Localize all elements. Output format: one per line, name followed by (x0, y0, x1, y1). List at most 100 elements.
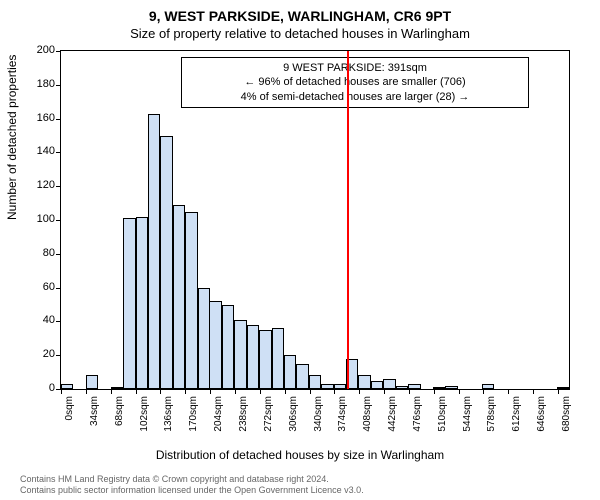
xtick-mark (334, 389, 335, 394)
histogram-bar (136, 217, 148, 389)
histogram-bar (408, 384, 420, 389)
xtick-mark (558, 389, 559, 394)
xtick-mark (384, 389, 385, 394)
xtick-mark (86, 389, 87, 394)
ytick-label: 20 (15, 348, 55, 360)
ytick-mark (56, 186, 61, 187)
xtick-label: 442sqm (387, 396, 398, 432)
xtick-mark (434, 389, 435, 394)
histogram-bar (86, 375, 98, 389)
xtick-mark (483, 389, 484, 394)
histogram-bar (61, 384, 73, 389)
xtick-mark (310, 389, 311, 394)
attribution-line-2: Contains public sector information licen… (20, 485, 364, 496)
info-line-3: 4% of semi-detached houses are larger (2… (188, 90, 522, 104)
ytick-label: 40 (15, 314, 55, 326)
xtick-label: 578sqm (486, 396, 497, 432)
xtick-mark (359, 389, 360, 394)
histogram-bar (148, 114, 160, 389)
xtick-label: 102sqm (139, 396, 150, 432)
xtick-label: 238sqm (238, 396, 249, 432)
histogram-bar (482, 384, 494, 389)
histogram-bar (173, 205, 185, 389)
ytick-label: 100 (15, 213, 55, 225)
xtick-mark (533, 389, 534, 394)
chart-container: 9, WEST PARKSIDE, WARLINGHAM, CR6 9PT Si… (0, 0, 600, 500)
xtick-mark (409, 389, 410, 394)
ytick-label: 80 (15, 247, 55, 259)
histogram-bar (321, 384, 333, 389)
marker-line (347, 51, 349, 389)
chart-subtitle: Size of property relative to detached ho… (0, 24, 600, 45)
histogram-bar (259, 330, 271, 389)
histogram-bar (371, 381, 383, 389)
plot-area: 9 WEST PARKSIDE: 391sqm ← 96% of detache… (60, 50, 570, 390)
ytick-label: 180 (15, 78, 55, 90)
xtick-mark (111, 389, 112, 394)
x-axis-label: Distribution of detached houses by size … (0, 448, 600, 462)
xtick-mark (508, 389, 509, 394)
xtick-label: 68sqm (114, 396, 125, 426)
chart-title-address: 9, WEST PARKSIDE, WARLINGHAM, CR6 9PT (0, 0, 600, 24)
ytick-mark (56, 254, 61, 255)
xtick-mark (185, 389, 186, 394)
xtick-mark (459, 389, 460, 394)
xtick-label: 34sqm (89, 396, 100, 426)
xtick-mark (136, 389, 137, 394)
histogram-bar (123, 218, 135, 389)
ytick-label: 140 (15, 145, 55, 157)
ytick-mark (56, 119, 61, 120)
xtick-label: 544sqm (462, 396, 473, 432)
xtick-label: 170sqm (188, 396, 199, 432)
xtick-label: 476sqm (412, 396, 423, 432)
xtick-label: 680sqm (561, 396, 572, 432)
histogram-bar (222, 305, 234, 390)
histogram-bar (383, 379, 395, 389)
histogram-bar (334, 384, 346, 389)
histogram-bar (247, 325, 259, 389)
ytick-label: 0 (15, 382, 55, 394)
histogram-bar (296, 364, 308, 389)
histogram-bar (445, 386, 457, 389)
histogram-bar (358, 375, 370, 389)
attribution-line-1: Contains HM Land Registry data © Crown c… (20, 474, 364, 485)
histogram-bar (396, 386, 408, 389)
ytick-mark (56, 51, 61, 52)
histogram-bar (309, 375, 321, 389)
xtick-label: 272sqm (263, 396, 274, 432)
xtick-label: 374sqm (337, 396, 348, 432)
attribution: Contains HM Land Registry data © Crown c… (20, 474, 364, 496)
xtick-mark (235, 389, 236, 394)
ytick-mark (56, 321, 61, 322)
histogram-bar (209, 301, 221, 389)
histogram-bar (185, 212, 197, 389)
info-line-1: 9 WEST PARKSIDE: 391sqm (188, 61, 522, 75)
xtick-label: 306sqm (288, 396, 299, 432)
histogram-bar (557, 387, 569, 389)
xtick-label: 0sqm (64, 396, 75, 420)
info-box: 9 WEST PARKSIDE: 391sqm ← 96% of detache… (181, 57, 529, 108)
xtick-label: 612sqm (511, 396, 522, 432)
histogram-bar (234, 320, 246, 389)
ytick-mark (56, 220, 61, 221)
histogram-bar (198, 288, 210, 389)
xtick-label: 510sqm (437, 396, 448, 432)
ytick-mark (56, 288, 61, 289)
histogram-bar (111, 387, 123, 389)
ytick-label: 60 (15, 281, 55, 293)
xtick-mark (160, 389, 161, 394)
xtick-label: 408sqm (362, 396, 373, 432)
xtick-label: 204sqm (213, 396, 224, 432)
histogram-bar (284, 355, 296, 389)
xtick-mark (210, 389, 211, 394)
ytick-mark (56, 152, 61, 153)
xtick-label: 646sqm (536, 396, 547, 432)
info-line-2: ← 96% of detached houses are smaller (70… (188, 75, 522, 89)
histogram-bar (272, 328, 284, 389)
ytick-mark (56, 85, 61, 86)
xtick-mark (61, 389, 62, 394)
ytick-mark (56, 355, 61, 356)
histogram-bar (160, 136, 172, 390)
histogram-bar (433, 387, 445, 389)
ytick-label: 200 (15, 44, 55, 56)
